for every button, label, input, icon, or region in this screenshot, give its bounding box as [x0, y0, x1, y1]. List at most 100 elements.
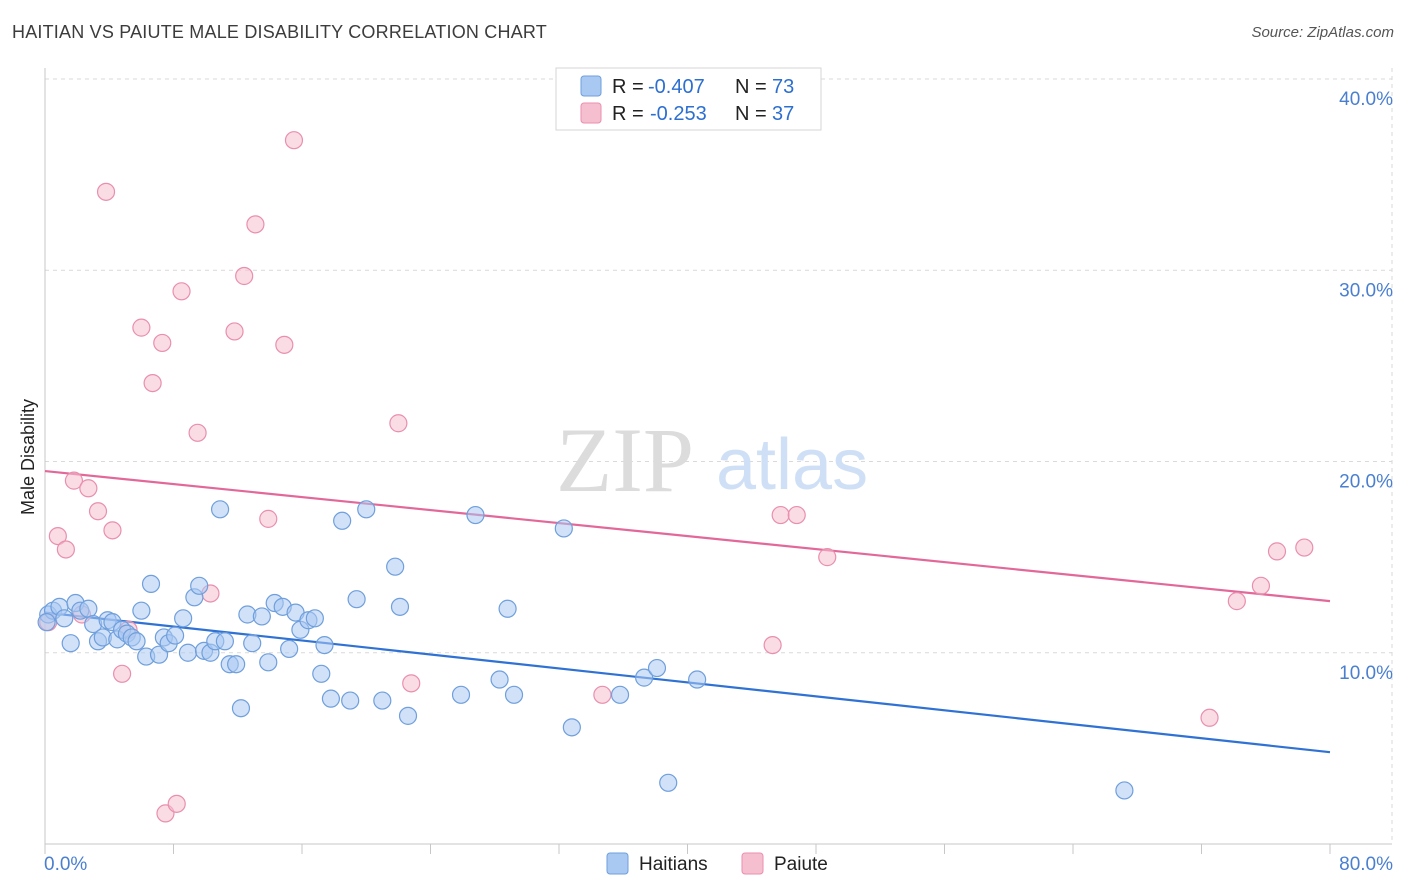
- paiute-point: [79, 479, 98, 498]
- y-tick-label: 10.0%: [1339, 663, 1393, 684]
- gridlines: [45, 68, 1393, 844]
- y-tick-label: 40.0%: [1339, 89, 1393, 110]
- haitians-point: [79, 599, 98, 618]
- paiute-trend-line: [44, 469, 1331, 603]
- haitians-point: [659, 773, 678, 792]
- paiute-point: [402, 674, 421, 693]
- haitians-point: [315, 635, 334, 655]
- haitians-point: [252, 607, 271, 626]
- haitians-point: [61, 634, 80, 653]
- paiute-point: [48, 526, 67, 546]
- watermark: ZIP atlas: [556, 409, 868, 511]
- haitians-point: [373, 691, 392, 710]
- paiute-point: [172, 282, 191, 301]
- haitians-trend-line: [44, 611, 1331, 754]
- bottom-legend-haitians: Haitians: [639, 854, 708, 875]
- y-tick-label: 30.0%: [1339, 280, 1393, 301]
- haitians-point: [635, 668, 654, 687]
- data-points: [37, 131, 1314, 823]
- haitians-point: [132, 601, 151, 620]
- haitians-point: [190, 576, 209, 595]
- bottom-legend: Haitians Paiute: [606, 852, 828, 875]
- legend-n-label-2: N =: [735, 103, 767, 125]
- legend-r-label-1: R =: [612, 76, 644, 98]
- paiute-point: [1227, 592, 1246, 611]
- paiute-point: [284, 131, 304, 150]
- haitians-point: [398, 706, 418, 725]
- haitians-point: [166, 626, 185, 645]
- y-tick-label: 20.0%: [1339, 472, 1393, 493]
- paiute-point: [771, 505, 790, 525]
- paiute-point: [1200, 708, 1219, 727]
- bottom-legend-swatch-paiute: [741, 852, 764, 875]
- paiute-point: [389, 414, 408, 433]
- x-tick-label: 0.0%: [44, 854, 87, 875]
- haitians-point: [466, 505, 485, 525]
- paiute-point: [818, 548, 837, 567]
- haitians-point: [174, 609, 193, 628]
- paiute-point: [1295, 538, 1314, 557]
- legend-n-value-1: 73: [772, 76, 794, 98]
- paiute-point: [103, 521, 122, 540]
- legend-n-value-2: 37: [772, 103, 794, 125]
- legend-r-value-2: -0.253: [650, 103, 707, 125]
- haitians-point: [390, 597, 410, 616]
- haitians-point: [243, 634, 262, 653]
- trend-lines: [44, 469, 1331, 754]
- paiute-point: [225, 322, 244, 341]
- bottom-legend-paiute: Paiute: [774, 854, 828, 875]
- haitians-point: [562, 718, 581, 737]
- haitians-point: [1115, 781, 1134, 800]
- paiute-point: [64, 471, 84, 490]
- legend-swatch-haitians: [580, 75, 602, 97]
- paiute-point: [112, 664, 132, 683]
- paiute-point: [167, 794, 186, 813]
- paiute-point: [1267, 542, 1287, 561]
- x-tick-labels: 0.0% 80.0%: [44, 854, 1393, 875]
- haitians-point: [127, 632, 146, 651]
- haitians-point: [347, 590, 366, 609]
- haitians-point: [280, 639, 299, 659]
- legend-r-label-2: R =: [612, 103, 644, 125]
- haitians-point: [37, 613, 56, 632]
- haitians-point: [321, 689, 341, 708]
- haitians-point: [647, 658, 667, 678]
- paiute-point: [1251, 576, 1271, 595]
- paiute-point: [132, 318, 151, 337]
- haitians-point: [215, 632, 234, 651]
- paiute-point: [143, 373, 162, 393]
- legend-r-value-1: -0.407: [648, 76, 705, 98]
- haitians-point: [333, 511, 352, 530]
- haitians-point: [498, 599, 517, 618]
- haitians-point: [227, 655, 246, 674]
- haitians-point: [490, 670, 509, 689]
- haitians-point: [554, 519, 573, 538]
- paiute-point: [153, 333, 172, 353]
- haitians-point: [610, 685, 630, 704]
- haitians-point: [688, 670, 707, 689]
- paiute-point: [275, 335, 294, 354]
- paiute-point: [235, 266, 254, 286]
- bottom-legend-swatch-haitians: [606, 852, 629, 875]
- haitians-point: [178, 643, 198, 662]
- paiute-point: [246, 215, 265, 234]
- haitians-point: [504, 685, 524, 704]
- haitians-point: [259, 653, 278, 672]
- y-tick-labels: 10.0% 20.0% 30.0% 40.0%: [1339, 89, 1393, 684]
- y-axis-title: Male Disability: [18, 399, 38, 515]
- haitians-point: [141, 574, 161, 594]
- haitians-point: [55, 609, 74, 628]
- paiute-point: [188, 423, 207, 442]
- x-tick-label: 80.0%: [1339, 854, 1393, 875]
- haitians-point: [312, 664, 331, 683]
- paiute-point: [56, 540, 75, 559]
- watermark-atlas: atlas: [716, 425, 868, 505]
- haitians-point: [357, 500, 376, 519]
- haitians-point: [210, 500, 230, 519]
- paiute-point: [88, 502, 108, 521]
- paiute-point: [787, 505, 806, 525]
- legend-swatch-paiute: [580, 102, 602, 124]
- paiute-point: [259, 509, 278, 528]
- haitians-point: [341, 691, 360, 710]
